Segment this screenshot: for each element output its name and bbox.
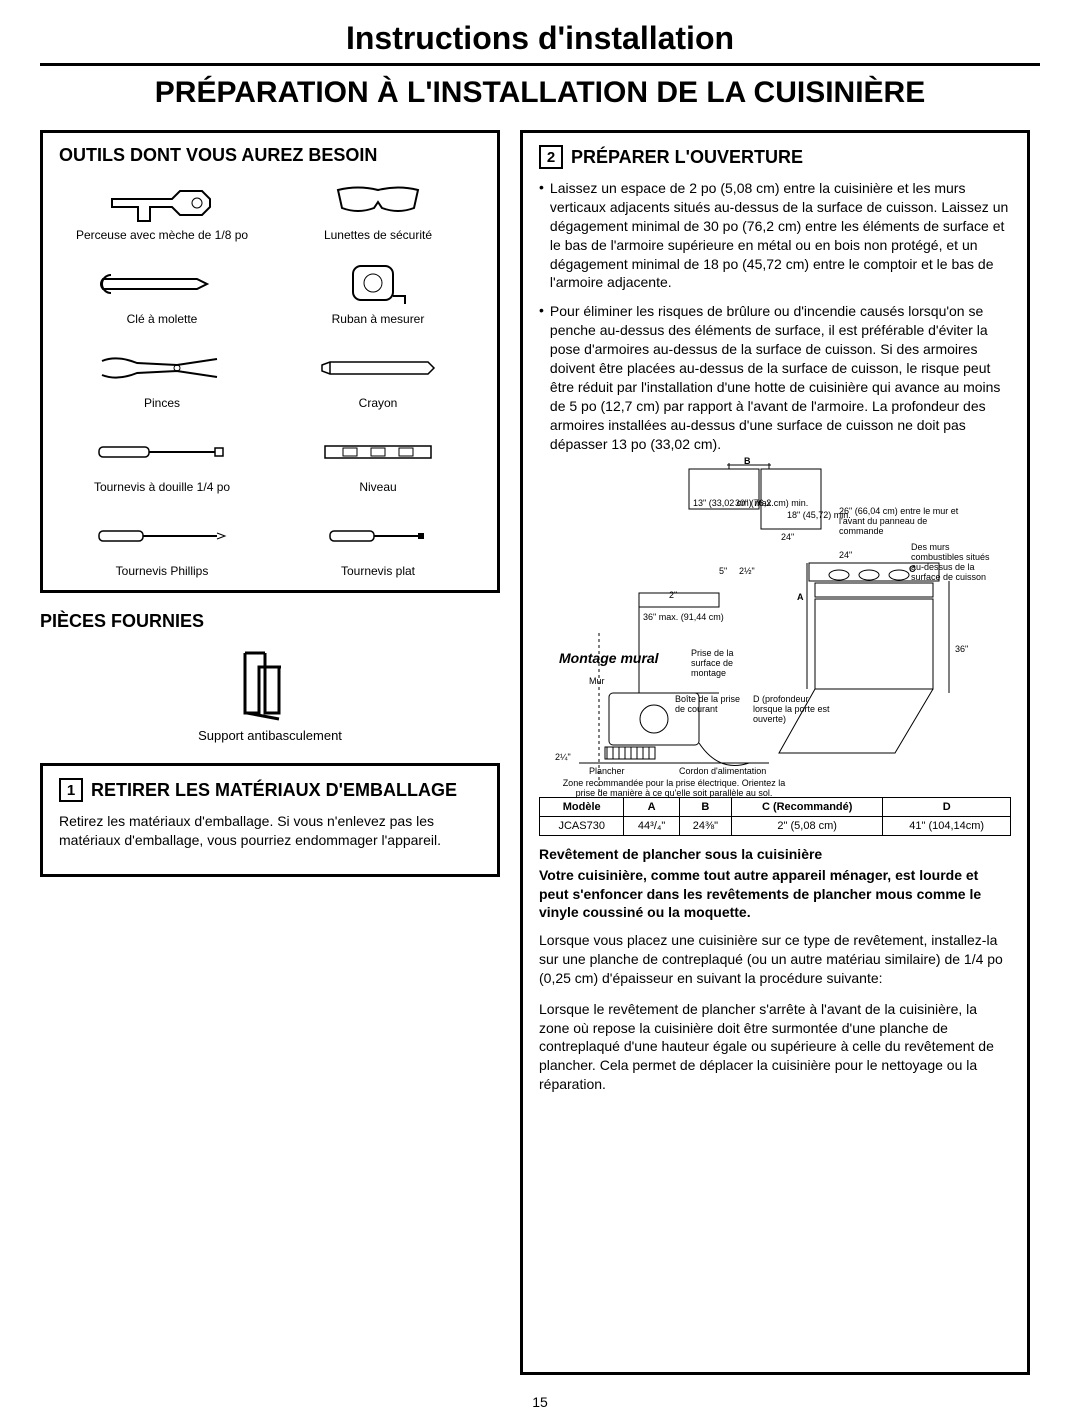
tool-tape: Ruban à mesurer bbox=[275, 260, 481, 326]
th-c: C (Recommandé) bbox=[732, 798, 883, 817]
label-combust: Des murs combustibles situés au-dessus d… bbox=[911, 543, 991, 583]
nut-driver-icon bbox=[59, 428, 265, 476]
label-2half: 2½" bbox=[739, 567, 755, 577]
label-montage: Montage mural bbox=[559, 651, 659, 666]
th-b: B bbox=[679, 798, 731, 817]
floor-p2: Lorsque le revêtement de plancher s'arrê… bbox=[539, 1000, 1011, 1094]
tool-label: Ruban à mesurer bbox=[275, 312, 481, 326]
label-boite: Boîte de la prise de courant bbox=[675, 695, 745, 715]
label-2: 2" bbox=[669, 591, 677, 601]
safety-glasses-icon bbox=[275, 176, 481, 224]
th-a: A bbox=[624, 798, 679, 817]
pliers-icon bbox=[59, 344, 265, 392]
part-label: Support antibasculement bbox=[40, 728, 500, 743]
label-mur: Mur bbox=[589, 677, 605, 687]
page-number: 15 bbox=[532, 1394, 548, 1410]
tool-label: Pinces bbox=[59, 396, 265, 410]
label-plancher: Plancher bbox=[589, 767, 625, 777]
label-24a: 24" bbox=[781, 533, 794, 543]
pencil-icon bbox=[275, 344, 481, 392]
label-D: D (profondeur lorsque la porte est ouver… bbox=[753, 695, 833, 725]
tool-wrench: Clé à molette bbox=[59, 260, 265, 326]
tool-label: Lunettes de sécurité bbox=[275, 228, 481, 242]
tool-flathead: Tournevis plat bbox=[275, 512, 481, 578]
tool-pliers: Pinces bbox=[59, 344, 265, 410]
tool-drill: Perceuse avec mèche de 1/8 po bbox=[59, 176, 265, 242]
two-column-layout: OUTILS DONT VOUS AUREZ BESOIN Perceuse a… bbox=[40, 130, 1040, 1393]
step1-number: 1 bbox=[59, 778, 83, 802]
td-model: JCAS730 bbox=[540, 817, 624, 836]
tool-pencil: Crayon bbox=[275, 344, 481, 410]
floor-heading: Revêtement de plancher sous la cuisinièr… bbox=[539, 846, 1011, 862]
drill-icon bbox=[59, 176, 265, 224]
step2-box: 2 PRÉPARER L'OUVERTURE Laissez un espace… bbox=[520, 130, 1030, 1375]
left-column: OUTILS DONT VOUS AUREZ BESOIN Perceuse a… bbox=[40, 130, 500, 1393]
tool-label: Tournevis plat bbox=[275, 564, 481, 578]
tape-measure-icon bbox=[275, 260, 481, 308]
step2-title: PRÉPARER L'OUVERTURE bbox=[571, 147, 803, 168]
td-a: 44³/₄" bbox=[624, 817, 679, 836]
tool-level: Niveau bbox=[275, 428, 481, 494]
td-b: 24⅜" bbox=[679, 817, 731, 836]
bullet-text: Laissez un espace de 2 po (5,08 cm) entr… bbox=[550, 179, 1011, 292]
tool-phillips: Tournevis Phillips bbox=[59, 512, 265, 578]
tool-label: Perceuse avec mèche de 1/8 po bbox=[59, 228, 265, 242]
tool-nutdriver: Tournevis à douille 1/4 po bbox=[59, 428, 265, 494]
parts-heading: PIÈCES FOURNIES bbox=[40, 611, 500, 632]
tool-label: Tournevis à douille 1/4 po bbox=[59, 480, 265, 494]
tool-label: Tournevis Phillips bbox=[59, 564, 265, 578]
label-2qtr: 2¼" bbox=[555, 753, 571, 763]
floor-bold: Votre cuisinière, comme tout autre appar… bbox=[539, 866, 1011, 921]
clearance-diagram: B 13" (33,02 cm) max. 30" (76,2 cm) min.… bbox=[539, 463, 1011, 793]
tool-glasses: Lunettes de sécurité bbox=[275, 176, 481, 242]
tools-box: OUTILS DONT VOUS AUREZ BESOIN Perceuse a… bbox=[40, 130, 500, 593]
label-5: 5" bbox=[719, 567, 727, 577]
td-d: 41" (104,14cm) bbox=[883, 817, 1011, 836]
label-36: 36" bbox=[955, 645, 968, 655]
label-zone: Zone recommandée pour la prise électriqu… bbox=[559, 779, 789, 799]
th-d: D bbox=[883, 798, 1011, 817]
label-cordon: Cordon d'alimentation bbox=[679, 767, 766, 777]
floor-p1: Lorsque vous placez une cuisinière sur c… bbox=[539, 931, 1011, 988]
step2-bullet1: Laissez un espace de 2 po (5,08 cm) entr… bbox=[539, 179, 1011, 292]
dimensions-table: Modèle A B C (Recommandé) D JCAS730 44³/… bbox=[539, 797, 1011, 836]
step2-number: 2 bbox=[539, 145, 563, 169]
anti-tip-bracket-icon bbox=[40, 642, 500, 722]
step2-bullet2: Pour éliminer les risques de brûlure ou … bbox=[539, 302, 1011, 453]
bullet-text: Pour éliminer les risques de brûlure ou … bbox=[550, 302, 1011, 453]
phillips-icon bbox=[59, 512, 265, 560]
level-icon bbox=[275, 428, 481, 476]
flathead-icon bbox=[275, 512, 481, 560]
right-column: 2 PRÉPARER L'OUVERTURE Laissez un espace… bbox=[520, 130, 1030, 1393]
label-24b: 24" bbox=[839, 551, 852, 561]
wrench-icon bbox=[59, 260, 265, 308]
tools-grid: Perceuse avec mèche de 1/8 po Lunettes d… bbox=[59, 176, 481, 578]
label-30min: 30" (76,2 cm) min. bbox=[735, 499, 808, 509]
th-model: Modèle bbox=[540, 798, 624, 817]
step1-box: 1 RETIRER LES MATÉRIAUX D'EMBALLAGE Reti… bbox=[40, 763, 500, 877]
header-rule bbox=[40, 63, 1040, 66]
tool-label: Niveau bbox=[275, 480, 481, 494]
label-26: 26" (66,04 cm) entre le mur et l'avant d… bbox=[839, 507, 959, 537]
main-title: PRÉPARATION À L'INSTALLATION DE LA CUISI… bbox=[40, 76, 1040, 110]
tool-label: Crayon bbox=[275, 396, 481, 410]
td-c: 2" (5,08 cm) bbox=[732, 817, 883, 836]
label-B: B bbox=[744, 457, 751, 467]
step1-body: Retirez les matériaux d'emballage. Si vo… bbox=[59, 812, 481, 850]
tool-label: Clé à molette bbox=[59, 312, 265, 326]
step1-title: RETIRER LES MATÉRIAUX D'EMBALLAGE bbox=[91, 780, 457, 801]
parts-section: PIÈCES FOURNIES Support antibasculement bbox=[40, 611, 500, 743]
label-36max: 36" max. (91,44 cm) bbox=[643, 613, 724, 623]
label-A: A bbox=[797, 593, 804, 603]
page-header: Instructions d'installation bbox=[40, 20, 1040, 63]
tools-heading: OUTILS DONT VOUS AUREZ BESOIN bbox=[59, 145, 481, 166]
label-prise: Prise de la surface de montage bbox=[691, 649, 751, 679]
